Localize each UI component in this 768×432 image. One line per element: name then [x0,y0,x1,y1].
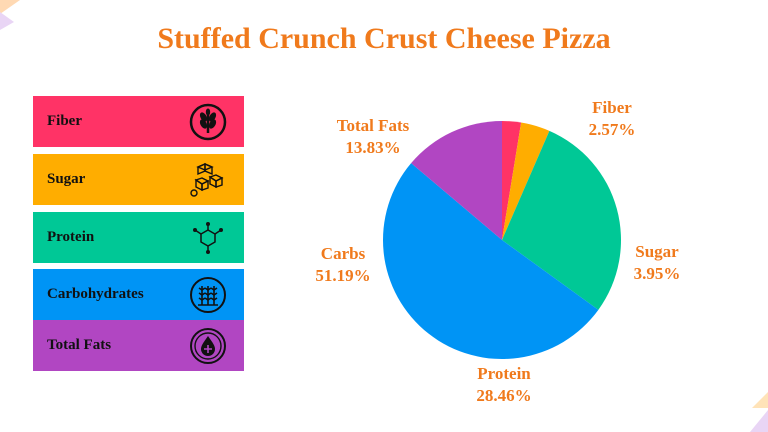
fat-drop-icon [190,327,226,364]
legend-item-protein: Protein [33,212,244,263]
legend-item-sugar: Sugar [33,154,244,205]
legend-item-carbohydrates: Carbohydrates [33,269,244,320]
slice-label-value: 13.83% [345,138,400,157]
chart-title: Stuffed Crunch Crust Cheese Pizza [157,22,611,55]
pie-slice-fiber [502,121,522,240]
bottom-right-decoration [750,392,768,432]
legend-label: Sugar [47,171,86,187]
legend-label: Fiber [47,113,82,129]
legend-label: Total Fats [47,337,112,353]
legend-item-total-fats: Total Fats [33,320,244,371]
legend-item-fiber: Fiber [33,96,244,147]
top-left-decoration [0,0,20,30]
pie-slice-protein [502,130,621,310]
pie-slice-total-fats [411,120,502,240]
grain-icon [190,276,226,313]
slice-label-name: Protein [477,364,531,383]
slice-label-value: 28.46% [476,386,531,405]
pie-slice-carbohydrates [383,163,599,359]
slice-label-value: 3.95% [634,264,681,283]
molecule-icon [193,221,223,254]
slice-label-value: 2.57% [589,120,636,139]
legend-label: Protein [47,229,95,245]
sugar-cubes-icon [190,162,224,197]
slice-label-value: 51.19% [315,266,370,285]
slice-label-name: Fiber [592,98,632,117]
wheat-icon [189,103,227,140]
legend-label: Carbohydrates [47,286,144,302]
pie-slice-sugar [502,122,550,240]
slice-label-name: Total Fats [337,116,410,135]
slice-label-name: Carbs [321,244,366,263]
slice-label-name: Sugar [635,242,679,261]
